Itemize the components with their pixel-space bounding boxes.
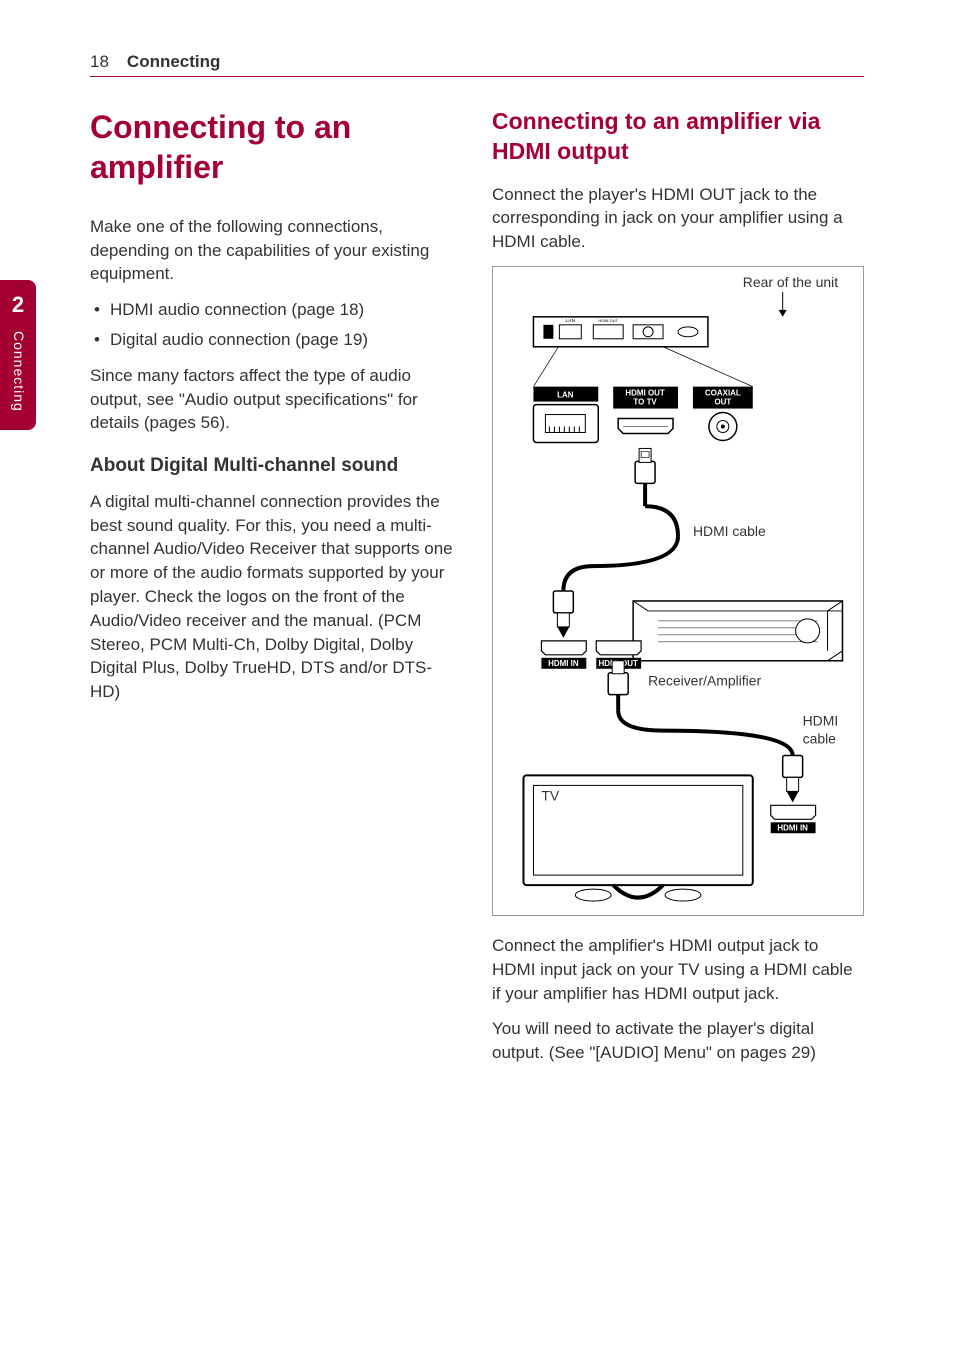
right-column: Connecting to an amplifier via HDMI outp… [492, 107, 864, 1077]
tv-label: TV [541, 787, 560, 803]
chapter-side-tab: 2 Connecting [0, 280, 36, 430]
after-paragraph-2: You will need to activate the player's d… [492, 1017, 864, 1065]
amp-hdmi-in-label: HDMI IN [548, 659, 579, 668]
tv-icon: TV [523, 775, 752, 901]
right-title: Connecting to an amplifier via HDMI outp… [492, 107, 864, 167]
connection-list: HDMI audio connection (page 18) Digital … [90, 298, 462, 352]
hdmi-cable-label-1: HDMI cable [693, 523, 766, 539]
hdmi-cable-2b: cable [803, 730, 837, 746]
hdmi-cable-2a: HDMI [803, 713, 839, 729]
intro-paragraph: Make one of the following connections, d… [90, 215, 462, 286]
note-paragraph: Since many factors affect the type of au… [90, 364, 462, 435]
coax-label-2: OUT [714, 398, 731, 407]
subsection-body: A digital multi-channel connection provi… [90, 490, 462, 704]
receiver-label: Receiver/Amplifier [648, 673, 761, 689]
hdmi-out-label-1: HDMI OUT [625, 389, 665, 398]
svg-text:LAN: LAN [565, 318, 575, 324]
main-title: Connecting to an amplifier [90, 107, 462, 187]
chapter-number: 2 [0, 290, 36, 321]
svg-text:HDMI OUT: HDMI OUT [598, 318, 618, 323]
list-item: HDMI audio connection (page 18) [90, 298, 462, 322]
tv-hdmi-in-label: HDMI IN [777, 823, 808, 832]
page-number: 18 [90, 50, 109, 74]
subsection-title: About Digital Multi-channel sound [90, 453, 462, 480]
after-paragraph-1: Connect the amplifier's HDMI output jack… [492, 934, 864, 1005]
left-column: Connecting to an amplifier Make one of t… [90, 107, 462, 1077]
chapter-label: Connecting [8, 331, 28, 412]
section-name: Connecting [127, 50, 221, 74]
amplifier-icon [633, 601, 842, 661]
lan-port-label: LAN [557, 391, 574, 400]
hdmi-out-label-2: TO TV [633, 398, 657, 407]
right-intro: Connect the player's HDMI OUT jack to th… [492, 183, 864, 254]
connection-diagram: Rear of the unit LAN HDMI OUT [492, 266, 864, 916]
rear-label: Rear of the unit [743, 274, 838, 290]
page-header: 18 Connecting [90, 50, 864, 77]
page-content: 18 Connecting Connecting to an amplifier… [0, 0, 954, 1127]
list-item: Digital audio connection (page 19) [90, 328, 462, 352]
coax-label-1: COAXIAL [705, 389, 741, 398]
